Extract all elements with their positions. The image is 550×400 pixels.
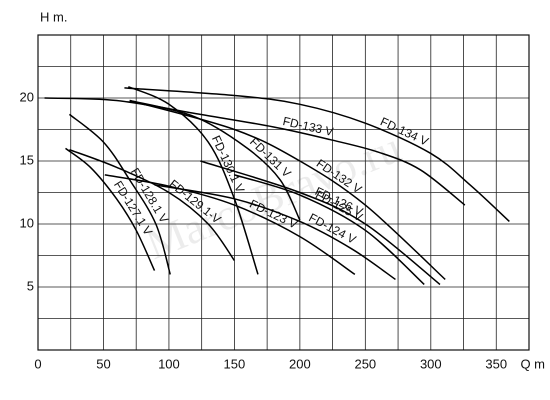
y-axis-label: H m. (40, 9, 67, 24)
pump-curve (68, 113, 171, 275)
x-tick-label: 100 (158, 356, 180, 371)
y-tick-label: 10 (20, 215, 34, 230)
x-tick-label: 350 (485, 356, 507, 371)
x-axis-label: Q m (520, 356, 545, 371)
pump-curve (124, 87, 510, 223)
x-tick-label: 300 (420, 356, 442, 371)
y-tick-label: 15 (20, 152, 34, 167)
plot-frame (37, 34, 530, 351)
y-tick-label: 5 (27, 278, 34, 293)
pump-curve (129, 99, 446, 280)
y-tick-label: 20 (20, 89, 34, 104)
x-tick-label: 0 (34, 356, 41, 371)
x-tick-label: 50 (96, 356, 110, 371)
x-tick-label: 150 (224, 356, 246, 371)
pump-curve (128, 85, 259, 275)
pump-curve (69, 148, 236, 261)
x-tick-label: 200 (289, 356, 311, 371)
pump-curve (65, 147, 156, 271)
pump-curve (154, 184, 396, 281)
pump-curve (234, 174, 425, 286)
pump-curve (104, 174, 356, 276)
pump-curve (44, 97, 466, 206)
pump-curve (200, 160, 441, 286)
x-tick-label: 250 (354, 356, 376, 371)
